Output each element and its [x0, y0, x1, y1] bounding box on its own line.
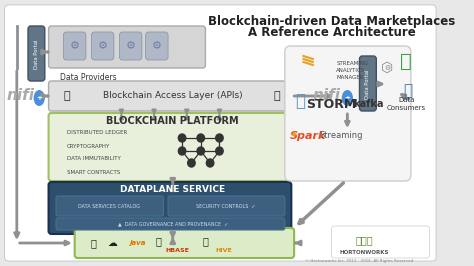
Text: ⛈: ⛈ [296, 92, 306, 110]
Text: ☁: ☁ [107, 238, 117, 248]
Text: STREAMING
ANALYTICS
MANAGER: STREAMING ANALYTICS MANAGER [336, 61, 368, 80]
Text: 👤: 👤 [403, 84, 412, 98]
Text: ⛓: ⛓ [273, 91, 280, 101]
Text: DISTRIBUTED LEDGER: DISTRIBUTED LEDGER [67, 131, 128, 135]
FancyBboxPatch shape [91, 32, 114, 60]
Text: ⚙: ⚙ [152, 41, 162, 51]
FancyBboxPatch shape [285, 46, 411, 181]
Text: BLOCKCHAIN PLATFORM: BLOCKCHAIN PLATFORM [107, 116, 239, 126]
FancyBboxPatch shape [359, 56, 376, 111]
Text: HBASE: HBASE [165, 247, 189, 252]
Text: 🐴: 🐴 [156, 236, 162, 246]
Text: DATA SERVICES CATALOG: DATA SERVICES CATALOG [78, 203, 140, 209]
Text: A Reference Architecture: A Reference Architecture [247, 26, 415, 39]
Text: Spark: Spark [290, 131, 326, 141]
FancyBboxPatch shape [28, 26, 45, 81]
FancyBboxPatch shape [75, 228, 294, 258]
Text: 👥: 👥 [401, 52, 412, 70]
Circle shape [216, 134, 223, 142]
FancyBboxPatch shape [48, 182, 292, 234]
Text: SECURITY CONTROLS  ✓: SECURITY CONTROLS ✓ [196, 203, 255, 209]
Text: 🖥: 🖥 [91, 238, 96, 248]
Text: ✦: ✦ [290, 131, 298, 141]
FancyBboxPatch shape [331, 226, 429, 258]
Text: ⚙: ⚙ [384, 65, 391, 71]
FancyBboxPatch shape [56, 196, 164, 216]
Circle shape [178, 147, 186, 155]
Circle shape [188, 159, 195, 167]
Text: © Hortonworks Inc. 2011 - 2016. All Rights Reserved: © Hortonworks Inc. 2011 - 2016. All Righ… [305, 259, 414, 263]
Ellipse shape [342, 90, 353, 106]
Text: DATA IMMUTABILITY: DATA IMMUTABILITY [67, 156, 121, 161]
Circle shape [178, 134, 186, 142]
Text: +: + [36, 95, 42, 101]
Text: HIVE: HIVE [216, 247, 232, 252]
Text: ⚙: ⚙ [70, 41, 80, 51]
Text: ⚙: ⚙ [98, 41, 108, 51]
Text: java: java [130, 240, 146, 246]
Text: Blockchain Access Layer (APIs): Blockchain Access Layer (APIs) [103, 92, 243, 101]
FancyBboxPatch shape [64, 32, 86, 60]
Text: SMART CONTRACTS: SMART CONTRACTS [67, 169, 120, 174]
Text: Streaming: Streaming [319, 131, 363, 140]
Text: Data Providers: Data Providers [60, 73, 117, 82]
FancyBboxPatch shape [56, 218, 285, 230]
Text: ⛓: ⛓ [64, 91, 71, 101]
FancyBboxPatch shape [168, 196, 285, 216]
FancyBboxPatch shape [48, 26, 205, 68]
Circle shape [197, 147, 204, 155]
Text: ▲  DATA GOVERNANCE AND PROVENANCE  ✓: ▲ DATA GOVERNANCE AND PROVENANCE ✓ [118, 222, 228, 227]
Text: ⚙: ⚙ [126, 41, 136, 51]
Text: CRYPTOGRAPHY: CRYPTOGRAPHY [67, 143, 110, 148]
Text: Blockchain-driven Data Marketplaces: Blockchain-driven Data Marketplaces [208, 15, 455, 27]
Text: kafka: kafka [354, 99, 384, 109]
Text: nifi: nifi [313, 89, 341, 103]
Circle shape [206, 159, 214, 167]
Text: nifi: nifi [7, 89, 35, 103]
FancyBboxPatch shape [48, 81, 292, 111]
Circle shape [197, 134, 204, 142]
Text: Data Portal: Data Portal [34, 39, 39, 69]
Text: STORM: STORM [306, 98, 356, 110]
Ellipse shape [34, 90, 45, 106]
FancyBboxPatch shape [146, 32, 168, 60]
Text: +: + [345, 95, 350, 101]
FancyBboxPatch shape [5, 5, 436, 261]
Text: Data Portal: Data Portal [365, 69, 370, 99]
Text: DATAPLANE SERVICE: DATAPLANE SERVICE [120, 185, 225, 194]
FancyBboxPatch shape [119, 32, 142, 60]
Text: 🐝: 🐝 [202, 236, 209, 246]
Text: ⬡: ⬡ [382, 61, 393, 75]
FancyBboxPatch shape [48, 113, 292, 181]
Text: 🐘🐘🐘: 🐘🐘🐘 [356, 235, 373, 245]
Text: Data
Consumers: Data Consumers [387, 98, 426, 110]
Text: HORTONWORKS: HORTONWORKS [339, 250, 389, 255]
Circle shape [216, 147, 223, 155]
